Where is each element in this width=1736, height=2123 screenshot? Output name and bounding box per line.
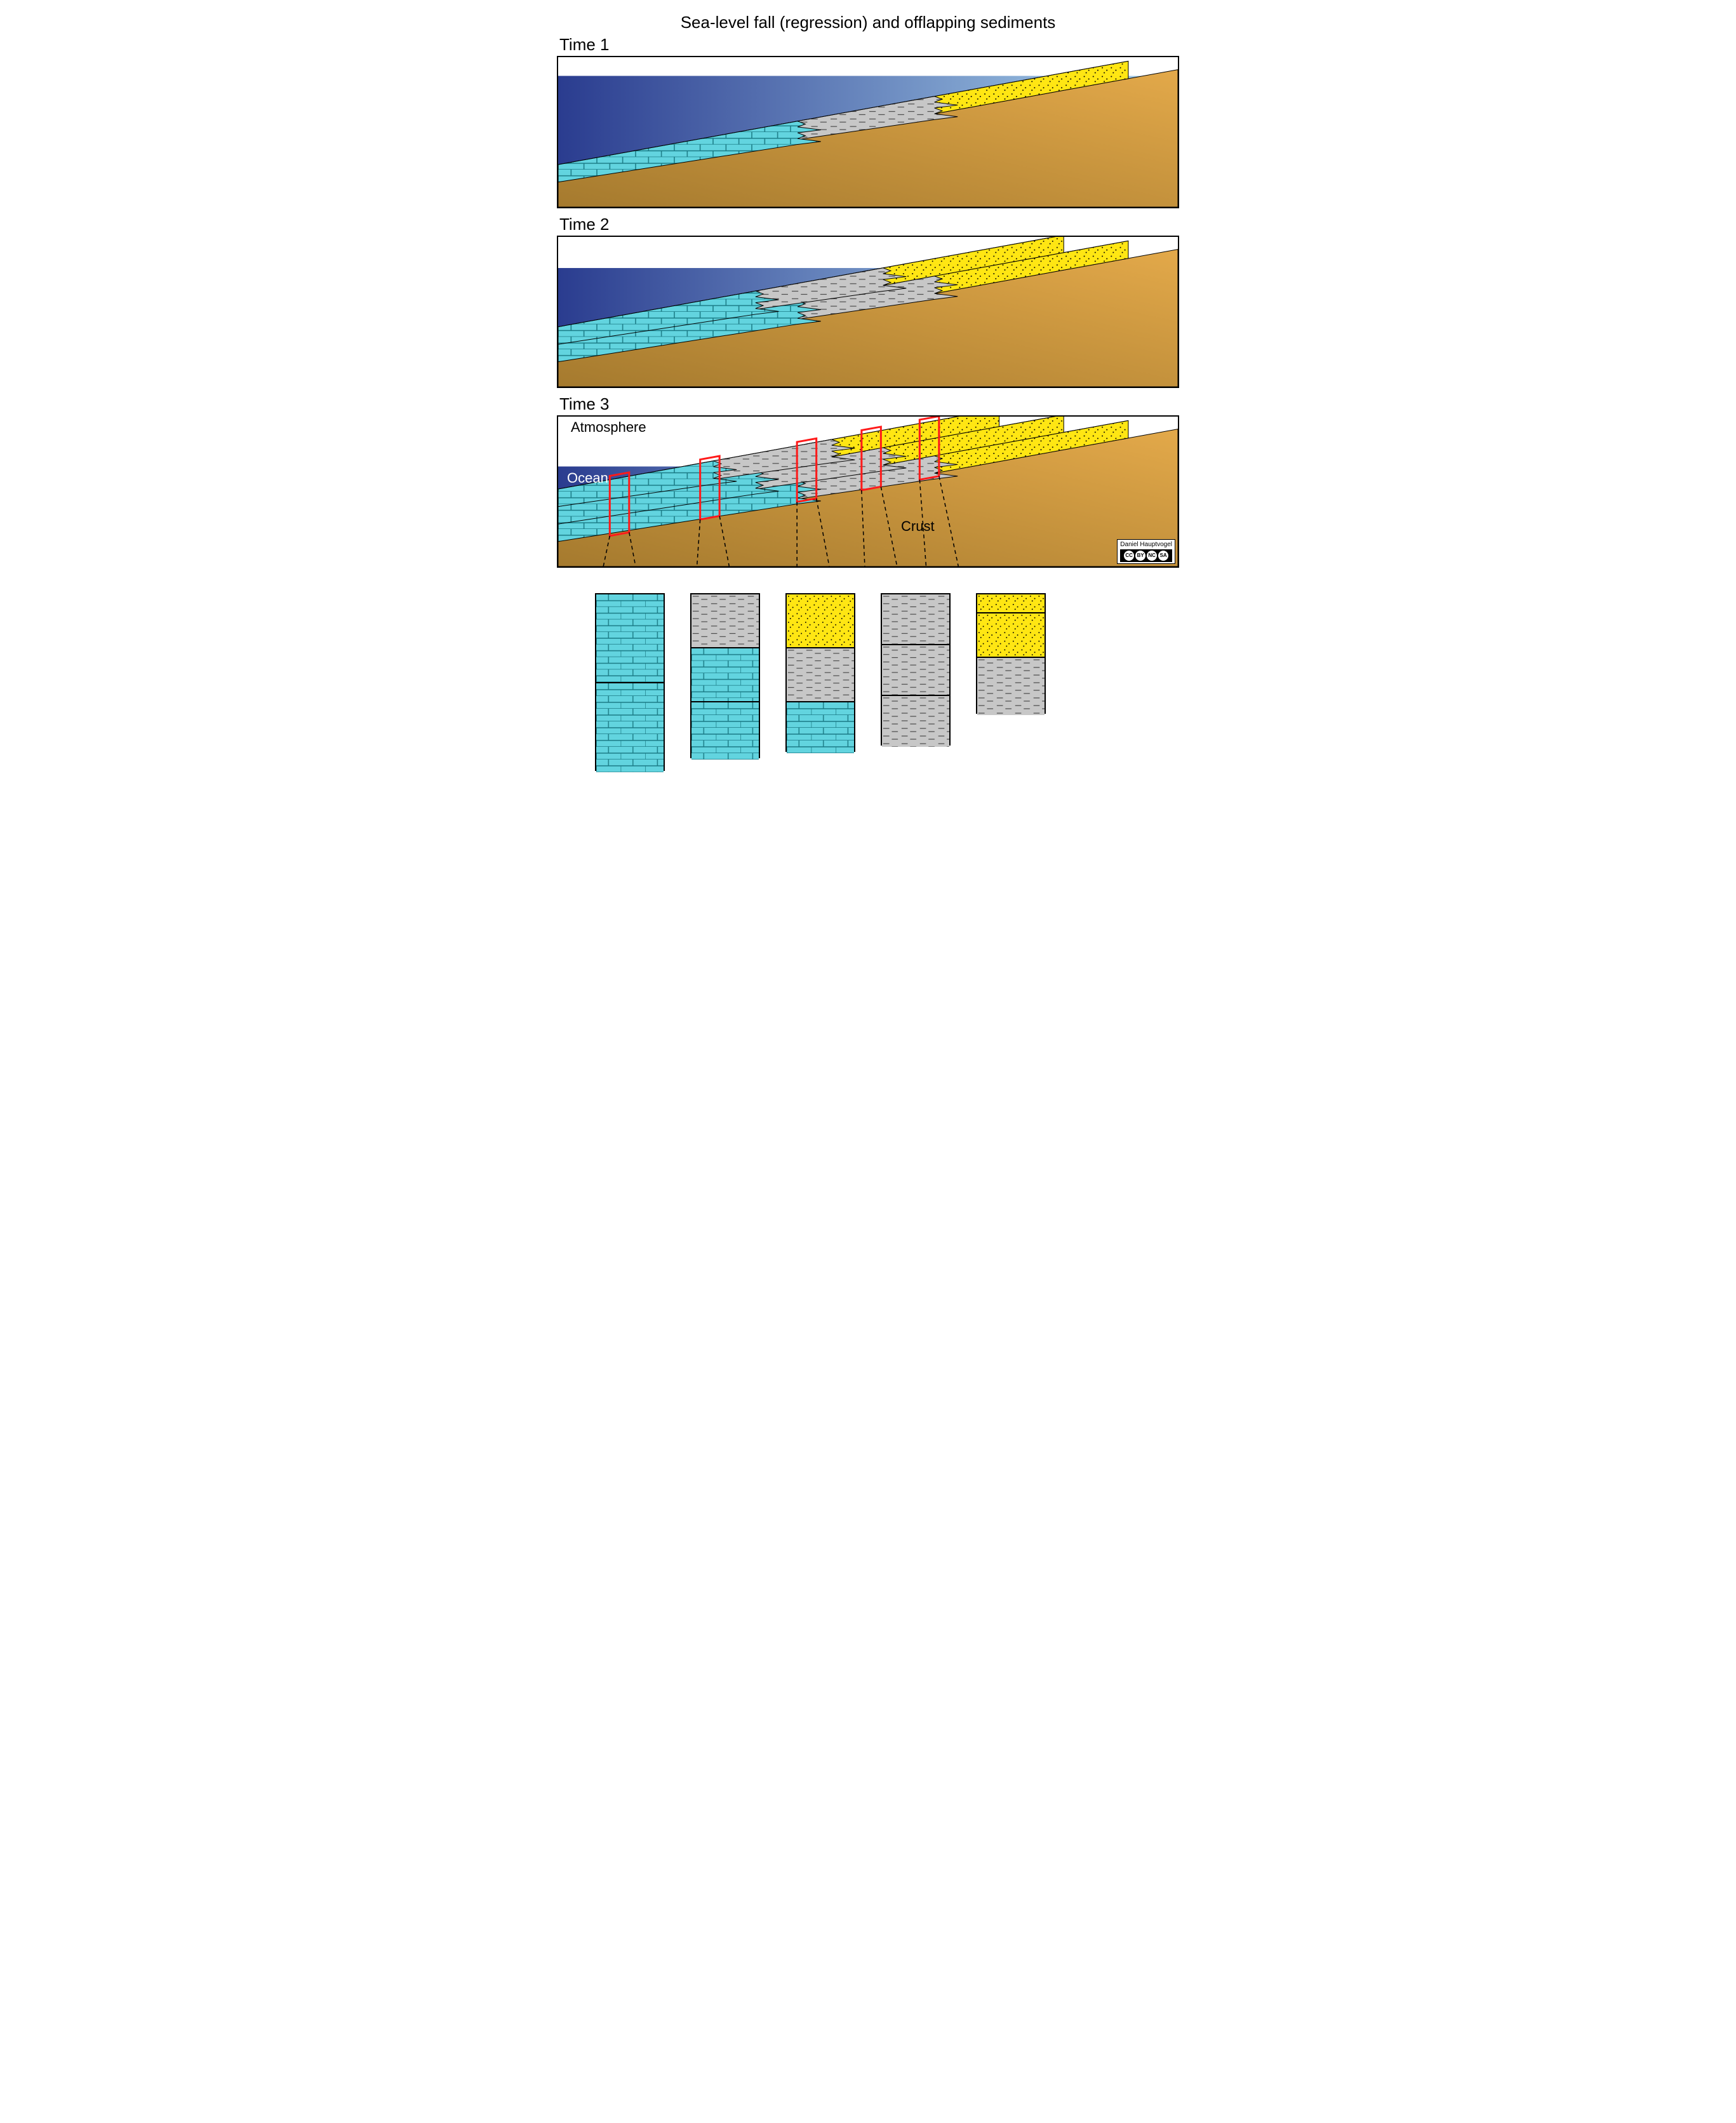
strat-unit-shale xyxy=(882,645,949,696)
cross-section-panel: AtmosphereOceanCrustDaniel HauptvogelCCB… xyxy=(557,415,1179,568)
cross-section-panel xyxy=(557,56,1179,208)
strat-unit-sand xyxy=(977,613,1045,658)
cross-section-panel xyxy=(557,236,1179,388)
author-name: Daniel Hauptvogel xyxy=(1120,541,1172,548)
strat-unit-sand xyxy=(787,594,854,648)
strat-column xyxy=(595,593,665,771)
main-title: Sea-level fall (regression) and offlappi… xyxy=(557,13,1179,32)
strat-unit-shale xyxy=(882,594,949,645)
strat-unit-limestone xyxy=(596,683,664,772)
strat-unit-shale xyxy=(882,696,949,747)
time-label: Time 1 xyxy=(559,35,1179,55)
diagram-container: Sea-level fall (regression) and offlappi… xyxy=(557,13,1179,771)
license-badge: NC xyxy=(1147,551,1157,561)
license-badge: CC xyxy=(1124,551,1134,561)
strat-column xyxy=(785,593,855,752)
strat-unit-limestone xyxy=(596,594,664,683)
stratigraphic-columns xyxy=(557,593,1179,771)
strat-unit-limestone xyxy=(691,648,759,702)
strat-unit-shale xyxy=(787,648,854,702)
strat-column xyxy=(690,593,760,758)
strat-unit-shale xyxy=(977,658,1045,715)
time-label: Time 2 xyxy=(559,215,1179,234)
time-label: Time 3 xyxy=(559,394,1179,414)
license-badge: SA xyxy=(1158,551,1168,561)
attribution-box: Daniel Hauptvogel CCBYNCSA xyxy=(1117,539,1175,564)
strat-unit-limestone xyxy=(787,702,854,753)
strat-unit-sand xyxy=(977,594,1045,613)
license-badge: BY xyxy=(1135,551,1145,561)
strat-unit-limestone xyxy=(691,702,759,760)
strat-column xyxy=(881,593,951,746)
strat-unit-shale xyxy=(691,594,759,648)
strat-column xyxy=(976,593,1046,714)
